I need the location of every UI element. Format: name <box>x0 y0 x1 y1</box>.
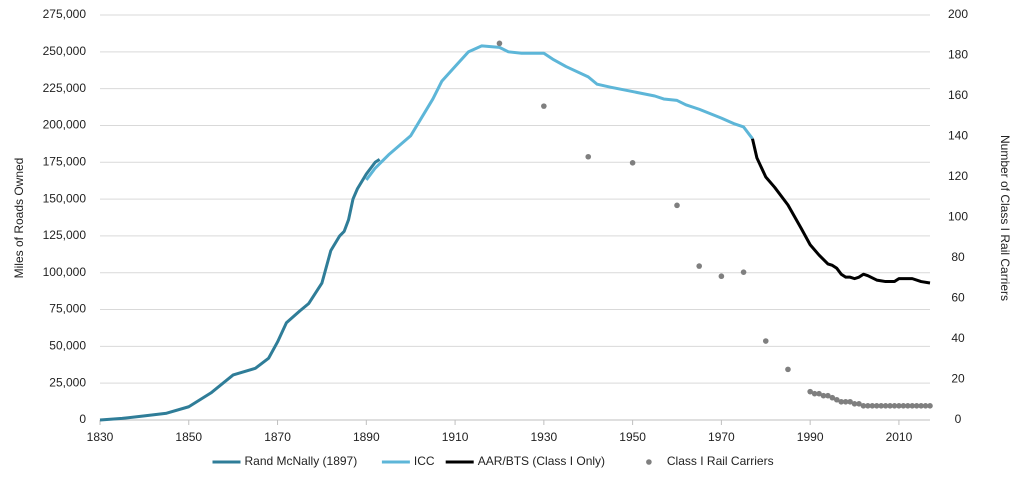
data-point <box>873 403 880 409</box>
data-point <box>918 403 924 409</box>
x-tick-label: 1910 <box>442 430 469 444</box>
data-point <box>856 401 862 407</box>
y2-tick-label: 120 <box>948 169 968 183</box>
data-point <box>807 388 813 395</box>
data-point <box>585 153 592 160</box>
data-point <box>816 390 822 397</box>
y-axis-label: Miles of Roads Owned <box>12 158 26 279</box>
data-point <box>909 403 916 409</box>
x-tick-label: 1990 <box>797 430 824 444</box>
data-point <box>811 390 818 397</box>
data-point <box>838 398 845 405</box>
y2-tick-label: 180 <box>948 48 968 62</box>
y2-tick-label: 20 <box>951 372 965 386</box>
x-tick-label: 1930 <box>530 430 557 444</box>
data-point <box>891 403 898 409</box>
data-point <box>740 269 747 275</box>
y2-tick-label: 200 <box>948 7 968 21</box>
data-point <box>829 394 836 401</box>
data-point <box>922 403 929 409</box>
y-tick-label: 50,000 <box>49 339 86 353</box>
legend-swatch <box>646 459 652 465</box>
y-tick-label: 0 <box>79 412 86 426</box>
y-tick-label: 150,000 <box>43 191 87 205</box>
y2-tick-label: 100 <box>948 210 968 224</box>
x-tick-label: 1870 <box>264 430 291 444</box>
data-point <box>878 403 884 409</box>
data-point <box>696 263 702 269</box>
data-point <box>851 401 858 407</box>
data-point <box>842 398 849 405</box>
y-tick-label: 225,000 <box>43 81 87 95</box>
y-tick-label: 275,000 <box>43 7 87 21</box>
y2-tick-label: 140 <box>948 129 968 143</box>
legend-label: Rand McNally (1897) <box>245 454 358 468</box>
series-line <box>365 44 754 181</box>
x-tick-label: 1890 <box>353 430 380 444</box>
y2-tick-label: 80 <box>951 250 965 264</box>
data-point <box>629 160 636 166</box>
data-point <box>674 202 680 209</box>
y-tick-label: 200,000 <box>43 118 87 132</box>
legend-label: AAR/BTS (Class I Only) <box>478 454 605 468</box>
y-tick-label: 125,000 <box>43 228 87 242</box>
y2-tick-label: 60 <box>951 291 965 305</box>
x-tick-label: 1850 <box>175 430 202 444</box>
y2-axis-label: Number of Class I Rail Carriers <box>998 135 1012 301</box>
data-point <box>913 403 920 409</box>
x-tick-label: 2010 <box>886 430 913 444</box>
data-point <box>833 396 840 403</box>
data-point <box>820 392 827 399</box>
data-point <box>887 403 893 409</box>
x-tick-label: 1950 <box>619 430 646 444</box>
y-tick-label: 75,000 <box>49 302 86 316</box>
y-tick-label: 100,000 <box>43 265 87 279</box>
x-tick-label: 1830 <box>87 430 114 444</box>
data-point <box>869 403 876 409</box>
data-point <box>865 403 871 409</box>
series-line <box>750 138 931 285</box>
data-point <box>718 273 725 280</box>
data-point <box>825 392 831 399</box>
y2-tick-label: 40 <box>951 331 965 345</box>
x-tick-label: 1970 <box>708 430 735 444</box>
data-point <box>896 403 902 409</box>
data-point <box>882 403 889 409</box>
data-point <box>541 103 547 109</box>
y-tick-label: 250,000 <box>43 44 87 58</box>
series-line <box>99 158 381 422</box>
legend-label: ICC <box>414 454 435 468</box>
data-point <box>847 398 853 405</box>
data-point <box>905 403 911 409</box>
data-point <box>927 403 933 409</box>
legend-label: Class I Rail Carriers <box>667 454 774 468</box>
y2-tick-label: 160 <box>948 88 968 102</box>
y-tick-label: 175,000 <box>43 154 87 168</box>
y-tick-label: 25,000 <box>49 375 86 389</box>
data-point <box>496 40 503 47</box>
data-point <box>900 403 907 409</box>
data-point <box>785 366 791 373</box>
data-point <box>762 338 769 344</box>
data-point <box>860 403 867 409</box>
y2-tick-label: 0 <box>955 412 962 426</box>
